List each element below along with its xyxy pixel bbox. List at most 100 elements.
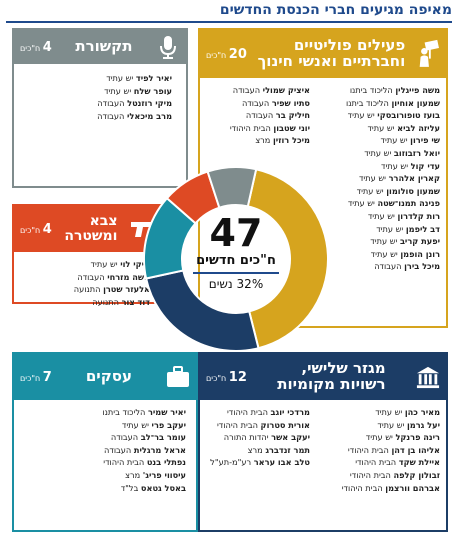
member-name: חיליק בר: [275, 110, 310, 121]
member-name: אלעזר שטרן: [103, 284, 150, 295]
member-row: עדי קול יש עתיד: [346, 160, 440, 173]
member-count-badge: 7 ח"כים: [20, 369, 52, 385]
member-row: רינה פרנקל יש עתיד: [342, 431, 440, 444]
member-party: יש עתיד: [370, 248, 398, 259]
member-name: משה פייגלין: [395, 85, 440, 95]
member-party: יש עתיד: [358, 173, 386, 184]
member-party: הבית היהודי: [341, 482, 383, 493]
donut-slice: [206, 166, 258, 209]
member-count-badge: 20 ח"כים: [206, 46, 247, 62]
member-name: מרדכי יוגב: [270, 407, 310, 417]
member-list: מרדכי יוגב הבית היהודי אורית סטרוק הבית ה…: [210, 406, 310, 469]
member-party: הליכוד ביתנו: [345, 97, 389, 108]
chart-center: 47 ח"כים חדשים 32% נשים: [171, 213, 301, 291]
member-row: איילת שקד הבית היהודי: [342, 456, 440, 469]
member-list: יאיר לפיד יש עתיד עופר שלח יש עתיד מיקי רו…: [97, 72, 172, 122]
member-party: יש עתיד: [356, 185, 384, 196]
townhall-icon: [416, 365, 440, 389]
member-row: שמעון סולומון יש עתיד: [346, 185, 440, 198]
member-name: דוד צור: [121, 296, 150, 307]
member-row: מיקי רוזנטל העבודה: [97, 97, 172, 110]
category-name: תקשורת: [75, 37, 133, 56]
member-party: העבודה: [374, 261, 402, 272]
member-row: משה פייגלין הליכוד ביתנו: [346, 84, 440, 97]
member-party: יש עתיד: [364, 147, 392, 158]
member-name: בועז טופורובסקי: [377, 110, 440, 121]
member-party: יש עתיד: [104, 85, 132, 96]
member-list: מיקי לוי יש עתיד משה מזרחי העבודה אלעזר שט…: [74, 258, 150, 308]
member-row: אורית סטרוק הבית היהודי: [210, 419, 310, 432]
panel-business: 7 ח"כים עסקים יאיר שמיר הליכוד ביתנו יעקב…: [12, 352, 198, 532]
member-party: הבית היהודי: [355, 457, 397, 468]
member-name: מיקי לוי: [120, 259, 150, 269]
panel-header: 4 ח"כים תקשורת: [14, 30, 186, 64]
member-row: אליהו בן דהן הבית היהודי: [342, 444, 440, 457]
panel-communication: 4 ח"כים תקשורת יאיר לפיד יש עתיד עופר שלח…: [12, 28, 188, 188]
member-party: יש עתיד: [106, 73, 134, 83]
panel-header: 7 ח"כים עסקים: [14, 354, 196, 400]
donut-slice: [246, 168, 329, 350]
women-share: 32% נשים: [208, 277, 264, 291]
member-party: העבודה: [104, 444, 132, 455]
member-party: מרצ: [255, 135, 271, 146]
category-name: עסקים: [85, 367, 132, 386]
member-name: עיסווי פריג': [142, 469, 186, 480]
member-name: עומר בר־לב: [140, 432, 186, 443]
member-row: יוני שטבון הבית היהודי: [230, 122, 310, 135]
member-party: יש עתיד: [365, 432, 393, 443]
member-name: איציק שמולי: [262, 85, 310, 95]
member-list: יאיר שמיר הליכוד ביתנו יעקב פרי יש עתיד עו…: [102, 406, 186, 494]
member-party: יש עתיד: [90, 259, 118, 269]
member-name: אליהו בן דהן: [391, 444, 440, 455]
total-new-mks: 47: [209, 211, 263, 255]
member-party: העבודה: [77, 271, 105, 282]
member-row: שי פירון יש עתיד: [346, 134, 440, 147]
member-party: הליכוד ביתנו: [102, 407, 146, 417]
panel-local-authorities: 12 ח"כים מגזר שלישי, רשויות מקומיות מאיר…: [198, 352, 448, 532]
member-name: מרב מיכאלי: [127, 110, 172, 121]
category-name: פעילים פוליטיים וחברתיים ואנשי חינוך: [257, 36, 406, 70]
member-name: משה מזרחי: [107, 271, 150, 282]
member-name: שמעון סולומון: [386, 185, 440, 196]
member-party: הבית היהודי: [216, 419, 258, 430]
member-name: תמר זנדברג: [265, 444, 310, 455]
member-party: הבית היהודי: [229, 122, 271, 133]
member-party: העבודה: [232, 85, 261, 95]
member-party: יהדות התורה: [223, 432, 269, 443]
member-row: אלעזר שטרן התנועה: [74, 283, 150, 296]
member-party: הבית היהודי: [349, 469, 391, 480]
page-title: מאיפה מגיעים חברי הכנסת החדשים: [219, 2, 452, 18]
member-row: יאיר לפיד יש עתיד: [97, 72, 172, 85]
member-name: איילת שקד: [398, 457, 440, 468]
member-party: יש עתיד: [375, 407, 403, 417]
member-party: יש עתיד: [121, 419, 149, 430]
member-party: יש עתיד: [380, 135, 408, 146]
member-row: שמעון אוחיון הליכוד ביתנו: [346, 97, 440, 110]
member-party: העבודה: [97, 110, 125, 121]
member-party: יש עתיד: [367, 122, 395, 133]
member-party: התנועה: [73, 284, 101, 295]
member-row: מיכל בירן העבודה: [346, 260, 440, 273]
member-row: בועז טופורובסקי יש עתיד: [346, 109, 440, 122]
member-row: סתיו שפיר העבודה: [230, 97, 310, 110]
member-row: דוד צור התנועה: [74, 296, 150, 309]
member-name: פנינה תמנו־שטה: [377, 198, 440, 209]
member-party: בל"ד: [120, 482, 139, 493]
member-party: יש עתיד: [377, 419, 405, 430]
member-name: קארין אלהרר: [388, 173, 440, 184]
member-name: שמעון אוחיון: [391, 97, 441, 108]
member-party: מרצ: [125, 469, 141, 480]
member-party: יש עתיד: [381, 160, 409, 171]
member-name: יואל רזבוזוב: [393, 147, 440, 158]
member-name: סתיו שפיר: [271, 97, 310, 108]
panel-security: 4 ח"כים צבא ומשטרה מיקי לוי יש עתיד משה מ…: [12, 204, 162, 307]
member-party: העבודה: [241, 97, 270, 108]
member-row: זבולון קלפה הבית היהודי: [342, 469, 440, 482]
briefcase-icon: [166, 365, 190, 389]
title-rule: [6, 21, 452, 23]
member-row: פנינה תמנו־שטה יש עתיד: [346, 197, 440, 210]
member-row: מאיר כהן יש עתיד: [342, 406, 440, 419]
member-party: יש עתיד: [347, 110, 375, 121]
member-row: טלב אבו עראר רע"מ-תע"ל: [210, 456, 310, 469]
member-row: איציק שמולי העבודה: [230, 84, 310, 97]
